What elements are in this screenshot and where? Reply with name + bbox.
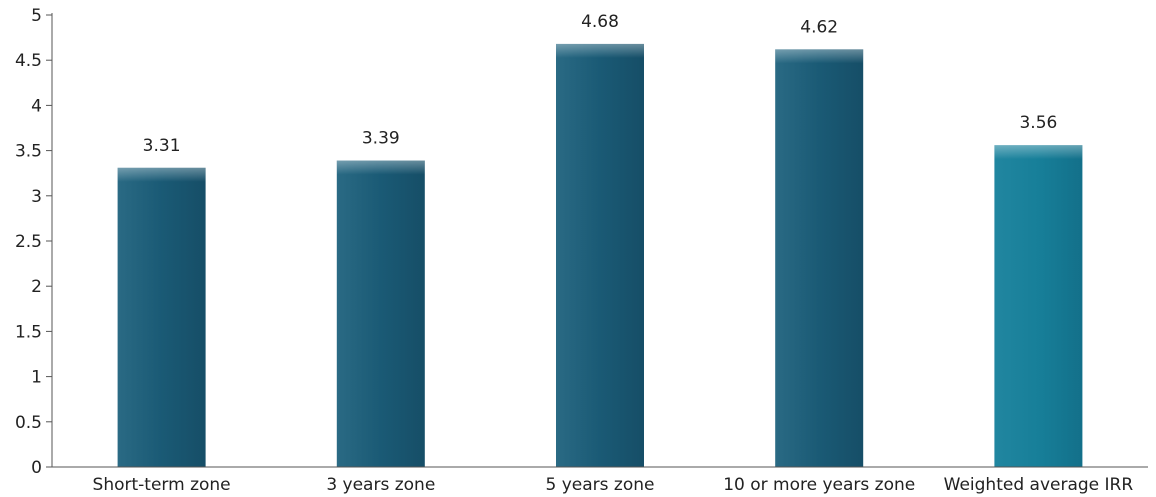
bar bbox=[556, 43, 644, 467]
bar-value-label: 4.62 bbox=[800, 17, 838, 37]
y-axis-ticks: 0 0.5 1 1.5 2 2.5 3 3.5 4 4.5 5 bbox=[15, 6, 52, 478]
bar-value-label: 3.56 bbox=[1019, 113, 1057, 133]
x-axis-category-labels: Short-term zone 3 years zone 5 years zone 1… bbox=[93, 475, 1134, 495]
bar-highlight bbox=[336, 160, 425, 175]
axes bbox=[51, 13, 1148, 468]
value-labels: 3.31 3.39 4.68 4.62 3.56 bbox=[143, 12, 1058, 156]
bar-highlight bbox=[994, 145, 1083, 160]
x-category-label: Weighted average IRR bbox=[944, 475, 1134, 495]
y-tick-label: 2 bbox=[31, 277, 42, 297]
bar-highlight bbox=[117, 167, 206, 182]
bar bbox=[117, 167, 206, 467]
y-tick-label: 5 bbox=[31, 6, 42, 26]
bar-value-label: 3.39 bbox=[362, 129, 400, 149]
bar-value-label: 3.31 bbox=[143, 136, 181, 156]
y-tick-label: 4 bbox=[31, 96, 42, 116]
y-tick-label: 3.5 bbox=[15, 142, 42, 162]
bar-value-label: 4.68 bbox=[581, 12, 619, 32]
y-tick-label: 1.5 bbox=[15, 322, 42, 342]
bar bbox=[994, 145, 1083, 467]
y-tick-label: 4.5 bbox=[15, 51, 42, 71]
x-category-label: 5 years zone bbox=[546, 475, 655, 495]
bar bbox=[775, 49, 864, 468]
bar bbox=[336, 160, 425, 467]
y-tick-label: 3 bbox=[31, 187, 42, 207]
x-category-label: Short-term zone bbox=[93, 475, 231, 495]
bar-highlight bbox=[775, 49, 864, 64]
y-tick-label: 0 bbox=[31, 458, 42, 478]
y-tick-label: 0.5 bbox=[15, 413, 42, 433]
bars bbox=[117, 43, 1083, 468]
bar-highlight bbox=[556, 43, 644, 58]
y-tick-label: 2.5 bbox=[15, 232, 42, 252]
x-category-label: 3 years zone bbox=[326, 475, 435, 495]
y-tick-label: 1 bbox=[31, 368, 42, 388]
x-category-label: 10 or more years zone bbox=[723, 475, 915, 495]
